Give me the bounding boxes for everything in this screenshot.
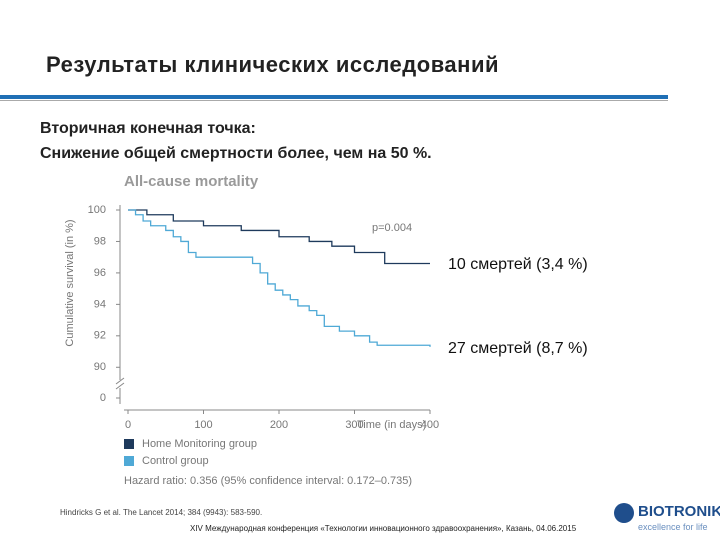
annotation: 27 смертей (8,7 %) [448,340,588,357]
legend-swatch [124,456,134,466]
y-tick-label: 98 [94,235,106,247]
logo: BIOTRONIK [638,503,720,520]
survival-curve [128,209,431,347]
y-tick-label: 96 [94,267,106,279]
citation: Hindricks G et al. The Lancet 2014; 384 … [60,508,263,517]
x-tick-label: 0 [125,419,131,431]
title-rule [0,95,668,99]
tagline: excellence for life [638,522,708,532]
y-tick-label: 94 [94,298,106,310]
legend-label: Home Monitoring group [142,438,257,450]
footer: XIV Международная конференция «Технологи… [190,524,577,533]
chart-title: All-cause mortality [124,173,259,190]
subtitle: Снижение общей смертности более, чем на … [40,145,432,162]
annotation: 10 смертей (3,4 %) [448,256,588,273]
legend-swatch [124,439,134,449]
x-tick-label: 300 [345,419,363,431]
y-tick-label: 100 [88,204,106,216]
subtitle: Вторичная конечная точка: [40,120,256,137]
x-tick-label: 400 [421,419,439,431]
x-tick-label: 100 [194,419,212,431]
y-axis-label: Cumulative survival (in %) [64,219,76,346]
x-axis-label: Time (in days) [357,419,426,431]
survival-curve [128,209,430,265]
slide-title: Результаты клинических исследований [46,52,499,77]
y-tick-label: 92 [94,330,106,342]
y-tick-label: 90 [94,361,106,373]
hazard-ratio: Hazard ratio: 0.356 (95% confidence inte… [124,475,412,487]
p-value: p=0.004 [372,222,412,234]
logo-icon [614,503,634,523]
legend-label: Control group [142,455,209,467]
title-rule-thin [0,100,668,101]
axis-break [115,377,125,390]
y-tick-label: 0 [100,392,106,404]
x-tick-label: 200 [270,419,288,431]
